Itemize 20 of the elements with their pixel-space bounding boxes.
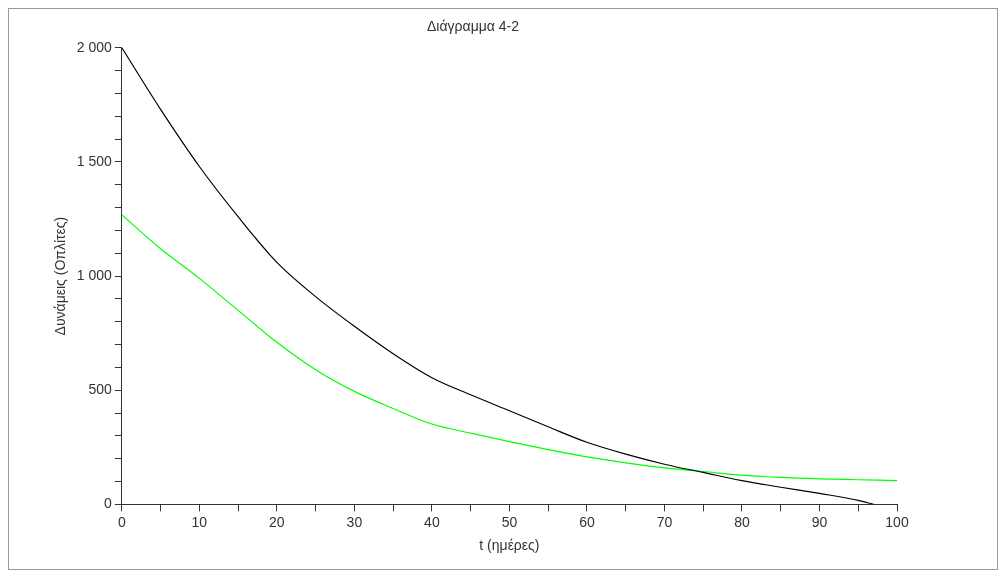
x-axis-title: t (ημέρες): [479, 537, 540, 554]
x-tick-label: 50: [501, 513, 518, 530]
y-tick-label: 1 000: [76, 266, 113, 283]
y-tick-label: 0: [104, 495, 113, 512]
chart-title: Διάγραμμα 4-2: [427, 18, 520, 35]
x-tick-label: 30: [346, 513, 363, 530]
x-tick-label: 0: [117, 513, 126, 530]
x-tick-label: 10: [191, 513, 208, 530]
x-tick-label: 40: [424, 513, 440, 530]
x-tick-label: 80: [734, 513, 750, 530]
x-tick-label: 20: [269, 513, 285, 530]
x-tick-label: 70: [656, 513, 673, 530]
y-tick-label: 2 000: [76, 38, 113, 55]
x-tick-label: 90: [811, 513, 828, 530]
x-tick-label: 100: [885, 513, 909, 530]
x-tick-label: 60: [579, 513, 595, 530]
y-axis-title: Δυνάμεις (Οπλίτες): [52, 216, 69, 336]
line-series: [121, 214, 897, 482]
y-tick-label: 1 500: [76, 152, 113, 169]
y-tick-label: 500: [88, 381, 113, 398]
